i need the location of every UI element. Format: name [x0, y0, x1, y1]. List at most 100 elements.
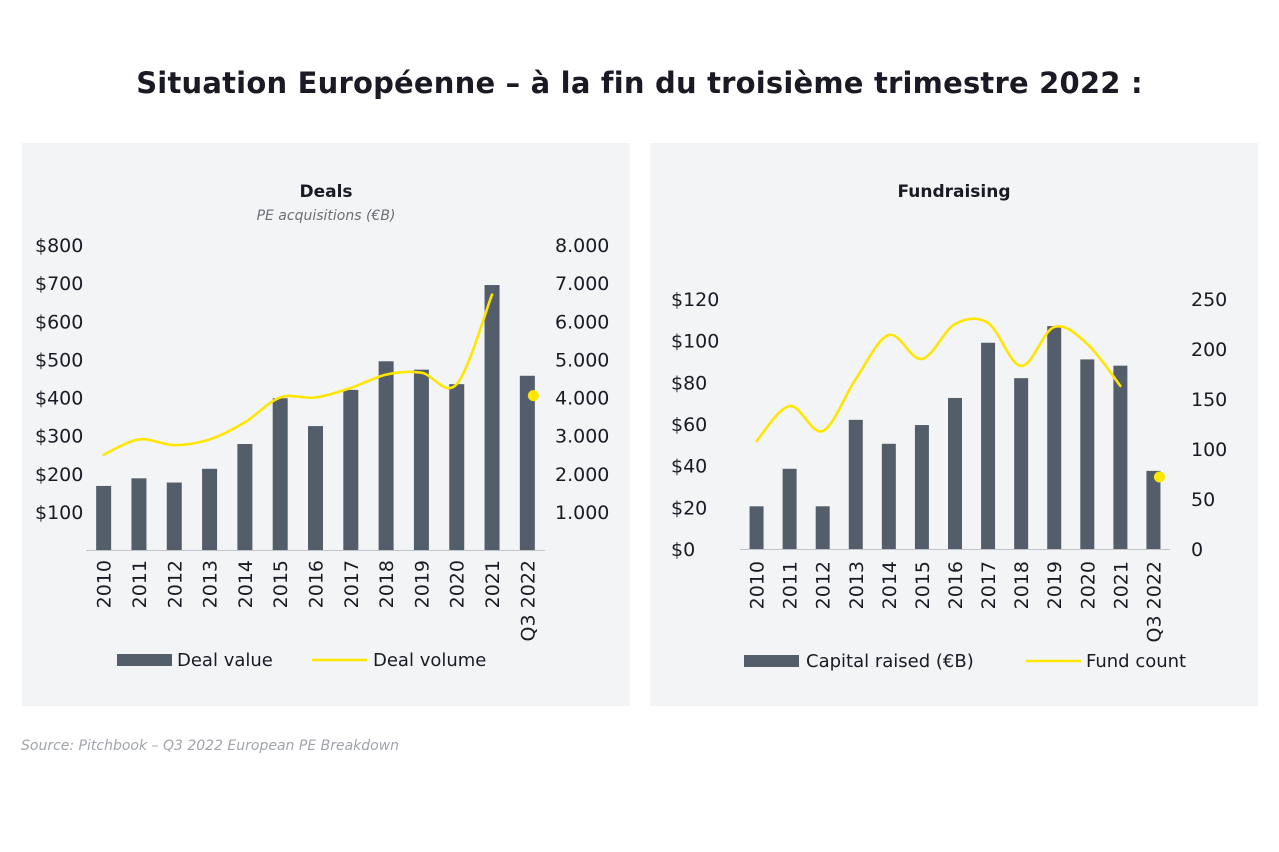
x-tick-label: 2014	[879, 561, 901, 609]
y-right-tick-label: 5.000	[555, 349, 609, 371]
legend-bar-swatch	[744, 655, 799, 667]
x-tick-label: Q3 2022	[1143, 561, 1165, 642]
y-left-tick-label: $600	[35, 311, 83, 333]
bar	[1047, 326, 1062, 549]
bar	[848, 419, 863, 549]
series-line	[755, 317, 1122, 443]
y-left-tick-label: $40	[671, 456, 707, 478]
page-title: Situation Européenne – à la fin du trois…	[136, 66, 1143, 100]
y-right-tick-label: 250	[1191, 289, 1227, 311]
bar	[484, 285, 500, 550]
bar	[749, 506, 764, 549]
x-tick-label: 2011	[780, 561, 802, 609]
x-tick-label: 2012	[813, 561, 835, 609]
y-right-tick-label: 0	[1191, 539, 1203, 561]
x-tick-label: 2012	[164, 560, 186, 608]
bar	[981, 342, 996, 549]
x-tick-label: 2010	[94, 560, 116, 608]
series-line	[102, 293, 494, 456]
y-left-tick-label: $80	[671, 372, 707, 394]
bar	[413, 369, 429, 550]
bar	[449, 384, 465, 550]
bar	[1080, 359, 1095, 549]
y-right-tick-label: 2.000	[555, 464, 609, 486]
y-right-tick-label: 7.000	[555, 273, 609, 295]
legend-bar-label: Deal value	[177, 650, 273, 671]
q3-2022-point	[527, 390, 539, 402]
bar	[948, 397, 962, 549]
fundraising-panel: Fundraising $0 $20 $40 $60 $80 $100 $120 0 50 100 1…	[650, 143, 1258, 706]
bar	[96, 485, 112, 550]
y-left-tick-label: $60	[671, 414, 707, 436]
bar	[131, 478, 147, 550]
x-tick-label: 2019	[1044, 561, 1066, 609]
y-left-tick-label: $800	[35, 235, 83, 257]
bar	[914, 425, 929, 549]
bar	[237, 444, 253, 550]
y-right-tick-label: 8.000	[555, 235, 609, 257]
y-left-tick-label: $120	[671, 289, 719, 311]
y-right-tick-label: 50	[1191, 489, 1215, 511]
bar	[308, 426, 323, 550]
x-tick-label: 2018	[1011, 561, 1033, 609]
y-right-tick-label: 200	[1191, 339, 1227, 361]
bar	[343, 389, 359, 550]
bar	[782, 468, 797, 549]
bar	[519, 375, 535, 550]
y-left-tick-label: $0	[671, 539, 695, 561]
x-tick-label: 2016	[306, 560, 328, 608]
x-tick-label: 2013	[200, 560, 222, 608]
x-tick-label: 2017	[978, 561, 1000, 609]
x-tick-label: Q3 2022	[517, 560, 539, 641]
bar	[1146, 470, 1161, 549]
x-tick-label: 2013	[846, 561, 868, 609]
source-note: Source: Pitchbook – Q3 2022 European PE …	[21, 738, 400, 754]
legend-line-label: Fund count	[1086, 651, 1186, 672]
y-left-tick-label: $300	[35, 426, 83, 448]
deals-chart: Deals PE acquisitions (€B) $100 $200 $300 $40…	[35, 182, 609, 671]
fundraising-chart: Fundraising $0 $20 $40 $60 $80 $100 $120 0 50 100 1…	[671, 182, 1227, 672]
x-tick-label: 2018	[376, 560, 398, 608]
y-right-tick-label: 6.000	[555, 311, 609, 333]
y-right-tick-label: 100	[1191, 439, 1227, 461]
q3-2022-point	[1153, 471, 1165, 483]
bar	[378, 361, 394, 550]
x-tick-label: 2015	[912, 561, 934, 609]
bar	[815, 506, 830, 549]
x-tick-label: 2020	[1077, 561, 1099, 609]
legend-line-label: Deal volume	[373, 650, 486, 671]
legend-bar-swatch	[117, 654, 172, 666]
y-left-tick-label: $100	[671, 331, 719, 353]
y-left-tick-label: $700	[35, 273, 83, 295]
y-right-tick-label: 1.000	[555, 502, 609, 524]
y-left-tick-label: $100	[35, 502, 83, 524]
deals-panel: Deals PE acquisitions (€B) $100 $200 $300 $40…	[22, 143, 630, 706]
x-tick-label: 2011	[129, 560, 151, 608]
y-right-tick-label: 3.000	[555, 426, 609, 448]
x-tick-label: 2019	[411, 560, 433, 608]
y-right-tick-label: 4.000	[555, 388, 609, 410]
legend-bar-label: Capital raised (€B)	[806, 651, 974, 672]
chart-subtitle: PE acquisitions (€B)	[257, 208, 396, 224]
x-tick-label: 2015	[270, 560, 292, 608]
x-tick-label: 2014	[235, 560, 257, 608]
x-tick-label: 2010	[747, 561, 769, 609]
x-tick-label: 2016	[945, 561, 967, 609]
x-tick-label: 2021	[1110, 561, 1132, 609]
bar	[1014, 378, 1029, 549]
x-tick-label: 2021	[482, 560, 504, 608]
bar	[166, 482, 182, 550]
bar	[272, 398, 288, 550]
bar	[1113, 365, 1128, 549]
y-left-tick-label: $400	[35, 388, 83, 410]
bar	[202, 468, 218, 550]
y-left-tick-label: $200	[35, 464, 83, 486]
chart-title: Fundraising	[897, 182, 1010, 202]
chart-title: Deals	[299, 182, 352, 202]
y-left-tick-label: $500	[35, 349, 83, 371]
y-left-tick-label: $20	[671, 497, 707, 519]
bar	[881, 443, 896, 549]
x-tick-label: 2017	[341, 560, 363, 608]
x-tick-label: 2020	[447, 560, 469, 608]
y-right-tick-label: 150	[1191, 389, 1227, 411]
